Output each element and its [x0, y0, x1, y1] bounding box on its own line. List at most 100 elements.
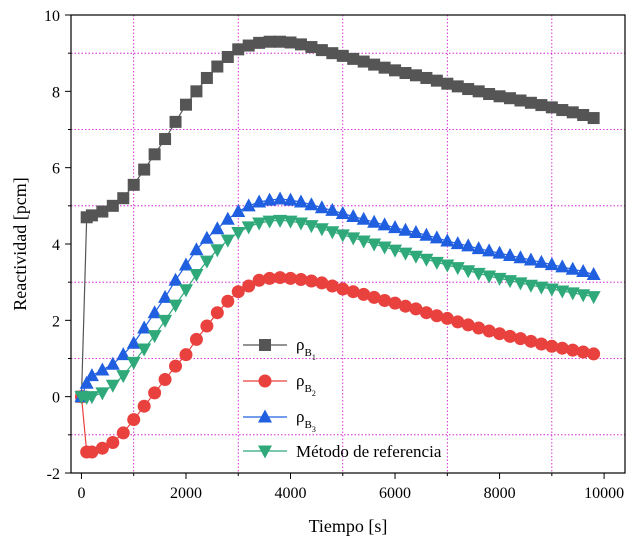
series-1-point-28 — [357, 55, 370, 68]
series-2-point-40 — [482, 324, 496, 338]
series-2-point-32 — [398, 299, 412, 313]
series-3-point-6 — [126, 335, 141, 349]
series-1-point-48 — [566, 106, 579, 119]
y-tick-label-5: 8 — [52, 84, 60, 101]
series-3-point-42 — [503, 247, 518, 261]
series-2-point-27 — [346, 285, 360, 299]
series-4-point-32 — [398, 247, 413, 261]
series-2-point-36 — [440, 311, 454, 325]
series-4-point-14 — [210, 244, 225, 258]
series-4-point-25 — [325, 226, 340, 240]
series-3-point-27 — [346, 209, 361, 223]
series-1-point-9 — [159, 133, 172, 146]
series-1-point-12 — [190, 85, 203, 98]
series-layer — [74, 35, 601, 459]
series-1-point-25 — [326, 47, 339, 60]
series-3-point-19 — [262, 192, 277, 206]
series-1-point-10 — [169, 115, 182, 128]
series-4-point-36 — [440, 259, 455, 273]
series-2-point-20 — [273, 271, 287, 285]
series-2-point-25 — [325, 279, 339, 293]
series-1-point-2 — [85, 209, 98, 222]
series-3-point-31 — [388, 220, 403, 234]
series-1-point-38 — [462, 83, 475, 96]
series-4-point-12 — [189, 269, 204, 283]
series-1-point-35 — [430, 74, 443, 87]
series-2-point-37 — [451, 315, 465, 329]
series-4-point-34 — [419, 253, 434, 267]
series-3-point-46 — [544, 257, 559, 271]
series-2-point-15 — [221, 294, 235, 308]
series-3-point-29 — [367, 214, 382, 228]
series-4-point-48 — [565, 287, 580, 301]
series-3-point-26 — [335, 205, 350, 219]
series-3-point-48 — [565, 261, 580, 275]
series-4-point-30 — [377, 241, 392, 255]
series-4-point-11 — [178, 284, 193, 298]
y-tick-label-3: 4 — [52, 237, 60, 254]
series-2-point-41 — [493, 327, 507, 341]
series-3-point-50 — [586, 267, 601, 281]
series-4-point-4 — [105, 379, 120, 393]
y-axis-title: Reactividad [pcm] — [10, 177, 30, 310]
x-tick-label-5: 10000 — [584, 485, 624, 502]
series-3-point-35 — [429, 230, 444, 244]
series-4-point-44 — [523, 279, 538, 293]
series-2 — [74, 271, 601, 459]
series-2-point-23 — [304, 274, 318, 288]
series-1-point-23 — [305, 41, 318, 54]
series-3-point-24 — [314, 200, 329, 214]
series-2-point-24 — [315, 276, 329, 290]
series-3-point-11 — [178, 257, 193, 271]
series-3-point-12 — [189, 242, 204, 256]
series-1-point-16 — [232, 43, 245, 56]
series-4-point-24 — [314, 223, 329, 237]
series-4-line — [81, 219, 594, 399]
series-4-point-39 — [471, 267, 486, 281]
series-1-point-3 — [96, 205, 109, 218]
series-1-point-14 — [211, 60, 224, 73]
series-3-point-4 — [105, 356, 120, 370]
series-1-point-32 — [399, 67, 412, 80]
x-tick-label-4: 8000 — [484, 485, 516, 502]
series-4 — [74, 214, 601, 405]
x-tick-label-0: 0 — [77, 485, 85, 502]
series-3 — [74, 191, 601, 403]
series-4-point-27 — [346, 232, 361, 246]
x-tick-label-2: 4000 — [275, 485, 307, 502]
series-1-point-7 — [138, 163, 151, 176]
series-3-point-49 — [576, 263, 591, 277]
series-2-point-26 — [336, 282, 350, 296]
series-2-point-31 — [388, 296, 402, 310]
series-2-point-18 — [252, 273, 266, 287]
series-1-point-46 — [545, 101, 558, 114]
series-2-point-8 — [148, 386, 162, 400]
series-3-point-1 — [79, 375, 94, 389]
series-1-point-18 — [253, 36, 266, 49]
series-3-point-32 — [398, 222, 413, 236]
plot-frame — [70, 14, 626, 474]
series-3-point-15 — [220, 211, 235, 225]
series-3-point-30 — [377, 217, 392, 231]
series-4-point-3 — [95, 387, 110, 401]
series-4-point-50 — [586, 291, 601, 305]
series-4-point-2 — [84, 391, 99, 405]
series-1-point-26 — [336, 49, 349, 62]
series-4-point-21 — [283, 215, 298, 229]
series-2-point-5 — [116, 426, 130, 440]
legend-label-1: ρB1 — [296, 335, 316, 362]
series-2-point-35 — [430, 309, 444, 323]
series-2-point-7 — [137, 399, 151, 413]
series-4-point-41 — [492, 272, 507, 286]
series-4-point-37 — [450, 262, 465, 276]
series-4-point-6 — [126, 356, 141, 370]
series-4-point-16 — [231, 227, 246, 241]
series-2-point-21 — [284, 271, 298, 285]
series-4-point-42 — [503, 275, 518, 289]
series-1-point-45 — [535, 99, 548, 112]
legend-marker-1 — [259, 339, 271, 351]
series-3-point-43 — [513, 250, 528, 264]
legend-item-1: ρB1 — [243, 335, 316, 362]
series-1-point-50 — [587, 112, 600, 125]
